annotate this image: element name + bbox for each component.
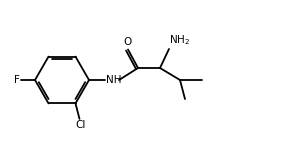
Text: NH: NH <box>106 75 122 85</box>
Text: NH$_2$: NH$_2$ <box>169 33 191 47</box>
Text: Cl: Cl <box>75 120 86 130</box>
Text: O: O <box>123 37 132 47</box>
Text: F: F <box>14 75 20 85</box>
